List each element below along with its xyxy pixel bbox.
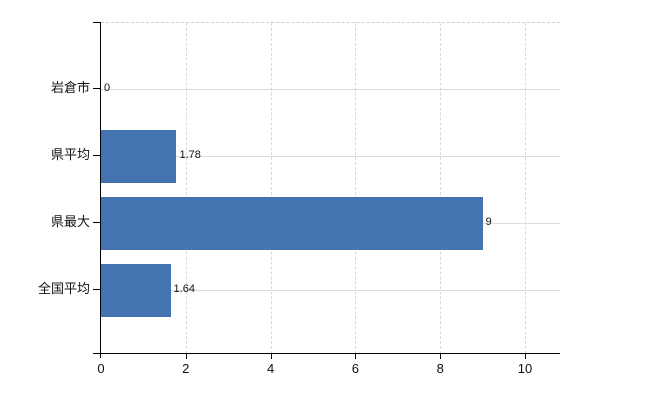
- y-axis-tick: [93, 222, 101, 223]
- x-tick-label: 4: [266, 361, 275, 376]
- data-bar: [101, 263, 171, 317]
- plot-area: [101, 22, 560, 354]
- horizontal-gridline: [101, 89, 560, 90]
- category-label: 岩倉市: [50, 80, 90, 95]
- x-tick-label: 10: [517, 361, 533, 376]
- horizontal-gridline: [101, 156, 560, 157]
- x-tick-label: 6: [351, 361, 359, 376]
- vertical-gridline: [355, 23, 357, 354]
- x-tick-label: 0: [97, 361, 105, 376]
- data-bar: [101, 196, 483, 250]
- value-label: 1.64: [173, 283, 195, 295]
- x-axis-tick: [355, 354, 357, 359]
- horizontal-gridline: [101, 290, 560, 291]
- vertical-gridline: [525, 23, 526, 354]
- x-axis-tick: [440, 354, 442, 359]
- vertical-gridline: [185, 23, 187, 354]
- x-axis-tick: [270, 354, 272, 359]
- x-axis-line: [93, 353, 560, 354]
- value-label: 1.78: [179, 149, 201, 161]
- vertical-gridline: [440, 23, 442, 354]
- x-axis-tick: [525, 354, 526, 359]
- value-label: 9: [485, 216, 492, 228]
- category-label: 県最大: [50, 214, 90, 229]
- category-label: 全国平均: [37, 281, 90, 296]
- y-axis-tick: [93, 155, 101, 156]
- data-bar: [101, 129, 177, 183]
- y-axis-tick: [93, 88, 101, 89]
- y-axis-tick: [93, 22, 101, 23]
- y-axis-line: [100, 22, 101, 358]
- x-axis-tick: [185, 354, 187, 359]
- category-label: 県平均: [50, 147, 90, 162]
- y-axis-tick: [93, 289, 101, 290]
- value-label: 0: [104, 82, 111, 94]
- vertical-gridline: [270, 23, 272, 354]
- x-tick-label: 2: [182, 361, 190, 376]
- x-tick-label: 8: [436, 361, 444, 376]
